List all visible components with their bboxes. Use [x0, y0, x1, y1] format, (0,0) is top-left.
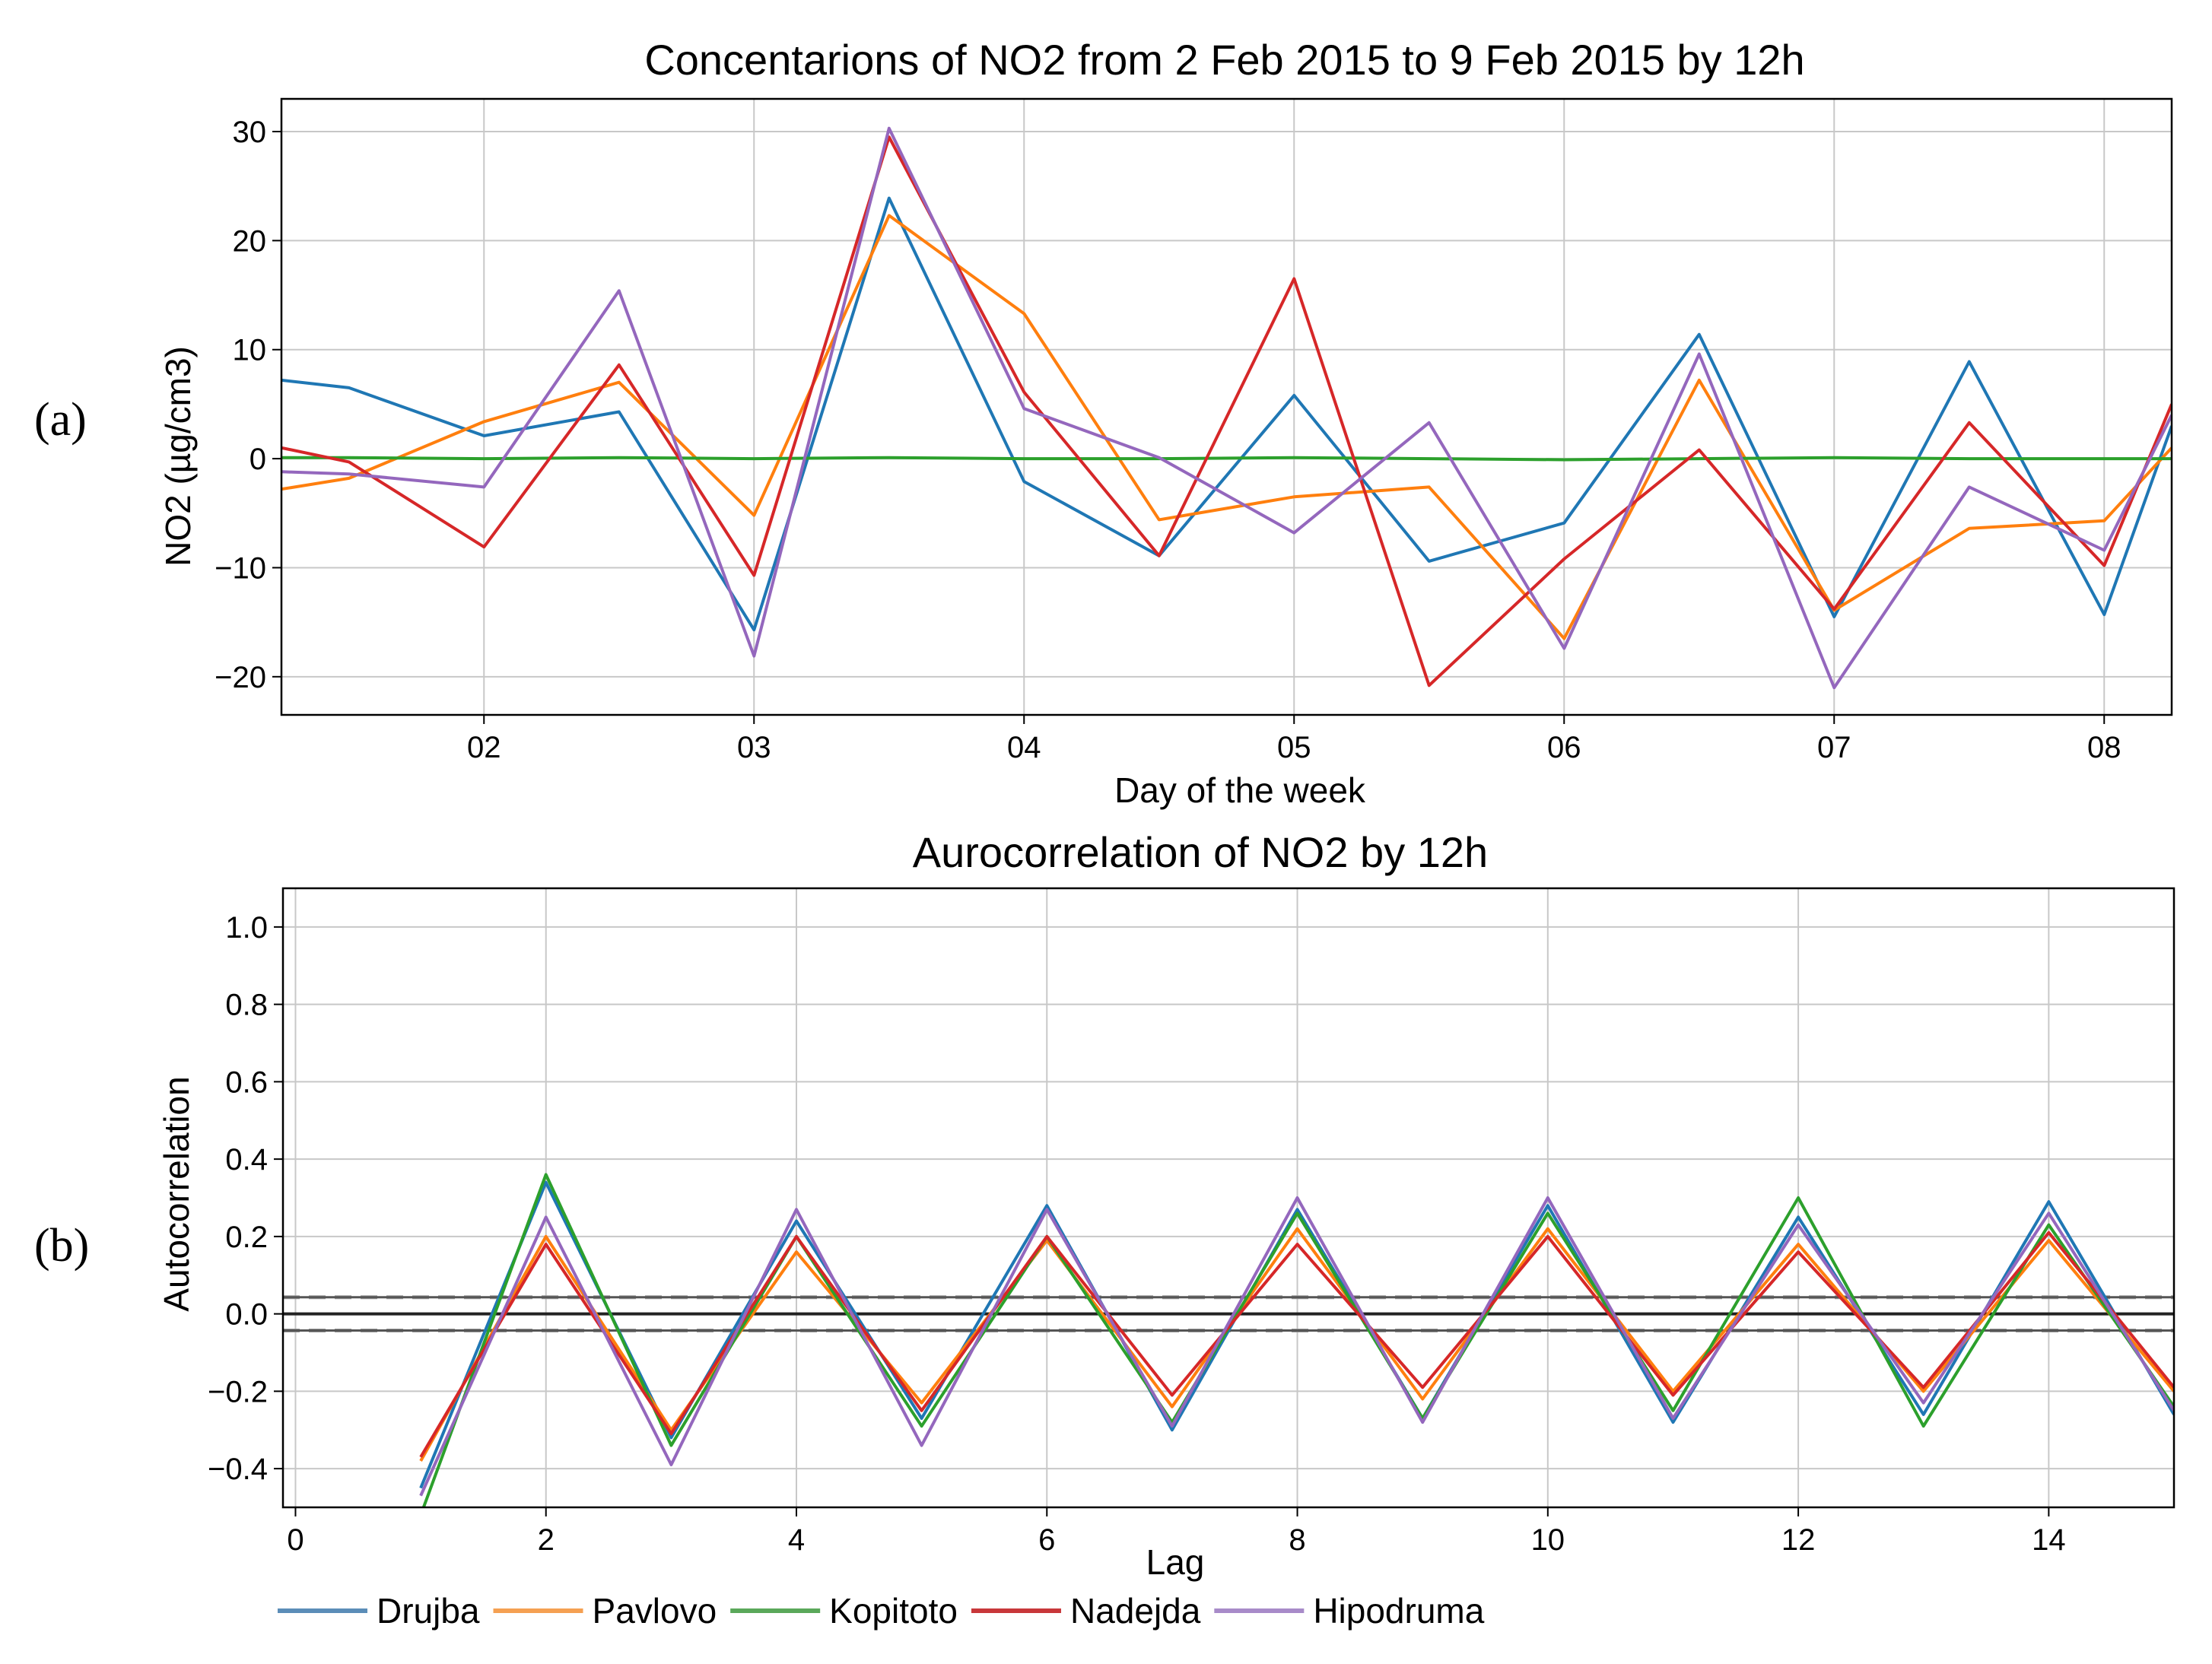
- legend-label: Nadejda: [1070, 1591, 1201, 1631]
- series-group: [283, 1173, 2174, 1507]
- y-tick-label: 10: [233, 334, 267, 367]
- legend-label: Hipodruma: [1313, 1591, 1484, 1631]
- series-group: [281, 126, 2172, 690]
- grid: [283, 888, 2174, 1507]
- series-line-kopitoto: [281, 456, 2172, 462]
- series-line-drujba: [281, 196, 2172, 632]
- y-tick-label: 0: [249, 443, 266, 476]
- x-tick-label: 07: [1817, 731, 1851, 764]
- y-tick-label: 1.0: [225, 911, 268, 945]
- x-tick-label: 10: [1531, 1523, 1565, 1557]
- legend-label: Kopitoto: [829, 1591, 958, 1631]
- x-tick-label: 03: [737, 731, 771, 764]
- chart-a-ylabel: NO2 (µg/cm3): [158, 346, 198, 567]
- series-line-hipodruma: [419, 1196, 2174, 1497]
- legend-item-kopitoto: Kopitoto: [730, 1591, 958, 1631]
- legend-label: Pavlovo: [593, 1591, 717, 1631]
- y-tick-label: 0.4: [225, 1143, 268, 1177]
- x-tick-label: 04: [1007, 731, 1041, 764]
- x-tick-label: 8: [1289, 1523, 1305, 1557]
- chart-b-plot: 0 2 4 6 8 10 12 14 1.0 0.8 0.6 0.4 0.2 0.0 −0.2 −0.4: [208, 887, 2175, 1557]
- legend-item-nadejda: Nadejda: [971, 1591, 1201, 1631]
- chart-a-title: Concentarions of NO2 from 2 Feb 2015 to …: [644, 36, 1804, 84]
- y-tick-label: −10: [215, 551, 266, 585]
- plot-frame: [281, 887, 2175, 1509]
- legend-item-hipodruma: Hipodruma: [1214, 1591, 1485, 1631]
- chart-a-xlabel: Day of the week: [1114, 770, 1366, 810]
- legend-item-pavlovo: Pavlovo: [493, 1591, 717, 1631]
- x-tick-label: 0: [287, 1523, 304, 1557]
- x-tick-label: 08: [2087, 731, 2121, 764]
- legend-label: Drujba: [377, 1591, 480, 1631]
- y-tick-label: 0.0: [225, 1298, 268, 1332]
- series-line-kopitoto: [421, 1173, 2174, 1507]
- x-tick-label: 4: [788, 1523, 805, 1557]
- chart-b-ylabel: Autocorrelation: [157, 1076, 196, 1311]
- chart-b-xlabel: Lag: [1146, 1542, 1205, 1582]
- x-tick-label: 12: [1781, 1523, 1816, 1557]
- series-line-pavlovo: [281, 214, 2172, 640]
- y-tick-label: −20: [215, 661, 266, 694]
- y-tick-label: 30: [233, 116, 267, 149]
- x-tick-label: 02: [467, 731, 501, 764]
- series-line-hipodruma: [281, 126, 2172, 690]
- x-tick-label: 6: [1038, 1523, 1055, 1557]
- legend-item-drujba: Drujba: [278, 1591, 480, 1631]
- y-tick-label: −0.2: [208, 1375, 268, 1408]
- y-tick-label: 0.2: [225, 1221, 268, 1254]
- series-line-nadejda: [281, 135, 2172, 688]
- x-tick-label: 2: [538, 1523, 555, 1557]
- panel-label-b: (b): [34, 1220, 89, 1272]
- x-tick-label: 06: [1547, 731, 1581, 764]
- chart-a-plot: 02 03 04 05 06 07 08 30 20 10 0 −10 −20: [215, 97, 2173, 764]
- chart-b-title: Aurocorrelation of NO2 by 12h: [913, 828, 1488, 876]
- chart-b-legend: Drujba Pavlovo Kopitoto Nadejda Hipodruma: [278, 1591, 1485, 1631]
- y-tick-label: −0.4: [208, 1453, 268, 1486]
- x-tick-label: 14: [2032, 1523, 2066, 1557]
- x-tick-label: 05: [1277, 731, 1311, 764]
- y-tick-label: 0.6: [225, 1065, 268, 1099]
- plot-frame: [280, 97, 2173, 716]
- panel-label-a: (a): [34, 394, 87, 446]
- y-tick-label: 0.8: [225, 989, 268, 1022]
- y-tick-label: 20: [233, 224, 267, 258]
